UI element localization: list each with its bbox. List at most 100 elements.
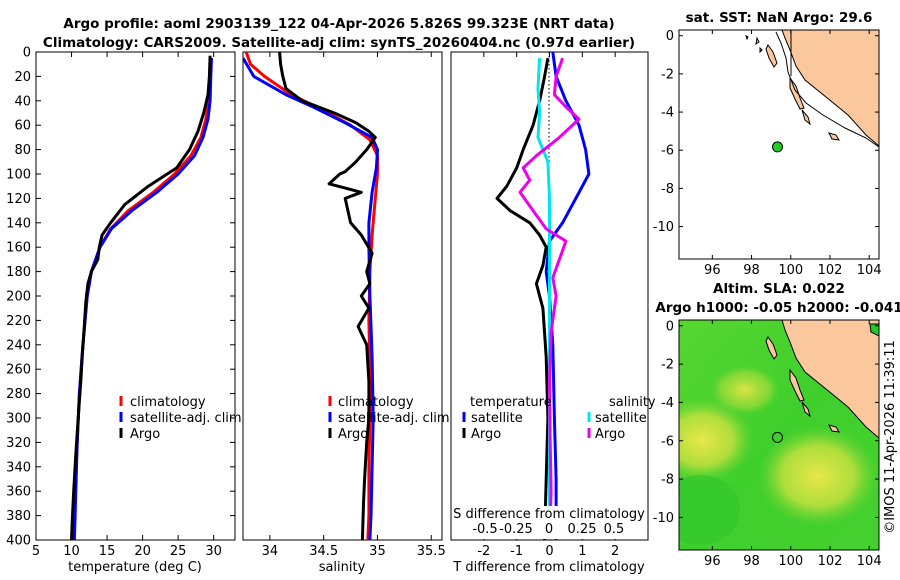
s-axis-label: S difference from climatology xyxy=(453,507,645,522)
island-simeulue xyxy=(765,44,778,68)
x-tick-label: 30 xyxy=(205,544,222,559)
x-tick-label: -2 xyxy=(477,544,490,559)
legend-climatology: climatology xyxy=(130,395,206,410)
figure-title-line1: Argo profile: aoml 2903139_122 04-Apr-20… xyxy=(63,16,614,32)
y-tick-label: 0 xyxy=(23,46,31,61)
y-tick-label: 120 xyxy=(6,192,31,207)
island-simeulue xyxy=(765,336,778,360)
sla-map-axes: 96 98 100 102 104 0 -2 -4 -6 -8 -10 xyxy=(653,319,882,569)
sla-map-frame xyxy=(678,319,880,551)
series-line-t-argo xyxy=(495,57,550,540)
sst-map-axes: 96 98 100 102 104 0 -2 -4 -6 -8 -10 xyxy=(653,29,882,278)
x-tick-label: 1 xyxy=(578,544,586,559)
y-tick-label: 180 xyxy=(6,265,31,280)
y-tick-label: 40 xyxy=(14,94,31,109)
sst-map-title: sat. SST: NaN Argo: 29.6 xyxy=(686,10,873,26)
x-tick-label: 35.5 xyxy=(417,544,446,559)
x-tick-label: 34.5 xyxy=(309,544,338,559)
sla-map-subtitle: Argo h1000: -0.05 h2000: -0.041 xyxy=(655,300,900,316)
temperature-x-axis: 5 10 15 20 25 30 xyxy=(32,52,222,559)
legend-argo: Argo xyxy=(471,427,501,442)
y-tick-label: 360 xyxy=(6,485,31,500)
sla-map: Altim. SLA: 0.022 Argo h1000: -0.05 h200… xyxy=(653,281,900,569)
map-x-tick-label: 100 xyxy=(778,554,803,569)
y-tick-label: 220 xyxy=(6,314,31,329)
salinity-axes-frame xyxy=(242,51,443,541)
map-y-tick-label: -8 xyxy=(661,473,674,488)
map-x-tick-label: 96 xyxy=(704,554,721,569)
map-y-tick-label: -6 xyxy=(661,144,674,159)
sla-high-south xyxy=(758,426,878,526)
y-tick-label: 160 xyxy=(6,241,31,256)
argo-float-marker xyxy=(771,141,783,153)
legend-argo: Argo xyxy=(130,427,160,442)
salinity-panel: 34 34.5 35 35.5 salinity climatology satell… xyxy=(242,51,450,575)
y-tick-label: 400 xyxy=(6,534,31,549)
sst-map-frame xyxy=(678,29,880,260)
s-tick: -0.5 xyxy=(472,522,497,537)
map-y-tick-label: -4 xyxy=(661,106,674,121)
sumatra-land xyxy=(781,30,879,147)
map-y-tick-label: -8 xyxy=(661,182,674,197)
series-line-argo xyxy=(70,55,212,540)
y-tick-label: 80 xyxy=(14,143,31,158)
legend-sat-salinity: satellite xyxy=(595,411,647,426)
legend-satellite: satellite-adj. clim xyxy=(130,411,242,426)
x-tick-label: -1 xyxy=(510,544,523,559)
x-tick-label: 25 xyxy=(170,544,187,559)
sla-map-field xyxy=(679,320,879,550)
x-tick-label: 20 xyxy=(134,544,151,559)
y-tick-label: 320 xyxy=(6,436,31,451)
x-tick-label: 5 xyxy=(32,544,40,559)
s-tick: 0.5 xyxy=(604,522,625,537)
s-tick: 0.25 xyxy=(568,522,597,537)
map-y-tick-label: -2 xyxy=(661,358,674,373)
y-tick-label: 280 xyxy=(6,387,31,402)
difference-xlabel: T difference from climatology xyxy=(452,560,645,575)
legend-satellite: satellite-adj. clim xyxy=(338,411,450,426)
x-tick-label: 2 xyxy=(611,544,619,559)
map-y-tick-label: -10 xyxy=(653,511,674,526)
y-tick-label: 20 xyxy=(14,70,31,85)
map-x-tick-label: 100 xyxy=(778,263,803,278)
s-tick: 0 xyxy=(545,522,553,537)
x-tick-label: 35 xyxy=(369,544,386,559)
temperature-legend: climatology satellite-adj. clim Argo xyxy=(119,395,242,442)
salinity-diff-legend: salinity satellite Argo xyxy=(587,395,656,442)
sla-mid-patch xyxy=(710,365,780,415)
temperature-diff-legend: temperature satellite Argo xyxy=(462,395,552,442)
temperature-xlabel: temperature (deg C) xyxy=(68,560,202,575)
map-x-tick-label: 96 xyxy=(704,263,721,278)
series-line-climatology xyxy=(244,52,379,540)
sla-low-patch xyxy=(679,475,740,545)
y-tick-label: 200 xyxy=(6,290,31,305)
salinity-x-axis: 34 34.5 35 35.5 xyxy=(262,52,446,559)
y-tick-label: 240 xyxy=(6,338,31,353)
map-y-tick-label: -2 xyxy=(661,67,674,82)
bathymetry-contour xyxy=(775,31,879,148)
map-y-tick-label: -6 xyxy=(661,434,674,449)
sla-map-title: Altim. SLA: 0.022 xyxy=(713,281,845,297)
y-tick-label: 300 xyxy=(6,412,31,427)
legend-salinity-header: salinity xyxy=(609,395,656,410)
salinity-legend: climatology satellite-adj. clim Argo xyxy=(328,395,450,442)
series-line-argo xyxy=(278,52,377,540)
series-line-s-argo xyxy=(518,57,581,540)
difference-panel: -2 -1 0 1 2 T difference from climatology S … xyxy=(450,51,656,575)
temperature-panel: 0204060801001201401601802002202402602803… xyxy=(6,46,648,575)
y-tick-label: 340 xyxy=(6,460,31,475)
x-tick-label: 34 xyxy=(262,544,279,559)
map-x-tick-label: 98 xyxy=(743,263,760,278)
difference-x-axis: -2 -1 0 1 2 xyxy=(477,52,619,559)
map-x-tick-label: 98 xyxy=(743,554,760,569)
y-tick-label: 260 xyxy=(6,363,31,378)
islets xyxy=(745,35,763,54)
map-y-tick-label: -10 xyxy=(653,220,674,235)
salinity-xlabel: salinity xyxy=(319,560,366,575)
map-y-tick-label: 0 xyxy=(666,319,674,334)
s-axis-backdrop xyxy=(452,506,647,539)
s-tick: -0.25 xyxy=(499,522,533,537)
sla-high-west xyxy=(679,398,754,482)
island-siberut xyxy=(789,368,805,402)
